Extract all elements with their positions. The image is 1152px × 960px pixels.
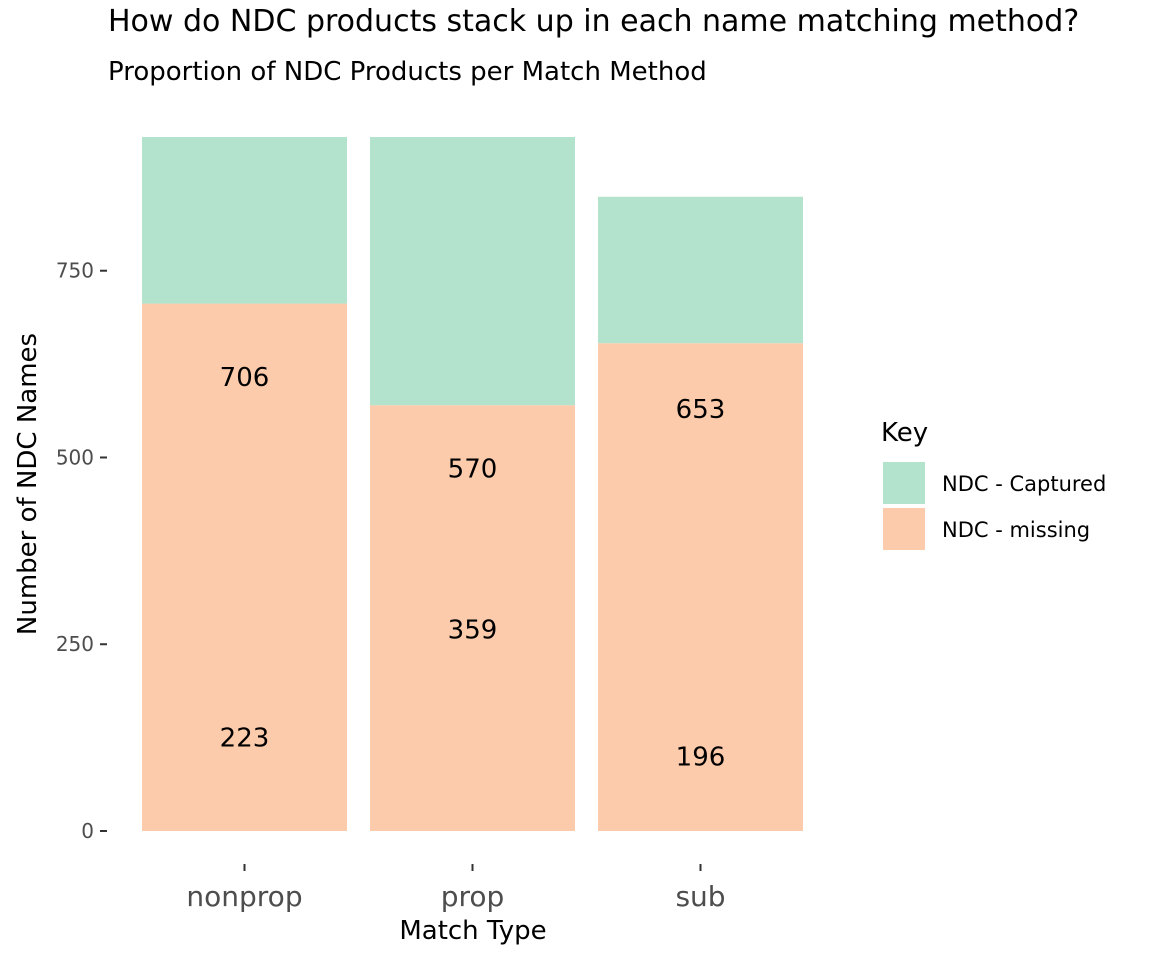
legend-label-missing: NDC - missing [942,518,1090,542]
data-labels-group: 706 223 570 359 653 196 [220,363,726,772]
data-label-prop-570: 570 [448,455,498,485]
y-tick-label: 0 [81,819,94,843]
legend-title: Key [881,418,928,448]
y-axis: 0 250 500 750 [56,259,107,843]
bar-nonprop-captured [142,137,347,304]
bars-group [142,137,803,832]
x-axis-title: Match Type [399,916,546,946]
y-tick-label: 250 [56,632,94,656]
chart-subtitle: Proportion of NDC Products per Match Met… [108,57,707,87]
bar-prop-missing [370,405,575,831]
data-label-nonprop-223: 223 [220,724,270,754]
y-tick-label: 500 [56,445,94,469]
chart-title: How do NDC products stack up in each nam… [108,4,1079,39]
bar-prop-captured [370,137,575,406]
legend: Key NDC - Captured NDC - missing [881,418,1106,550]
data-label-sub-653: 653 [676,395,726,425]
data-label-nonprop-706: 706 [220,363,270,393]
bar-sub-captured [598,196,803,344]
bar-sub-missing [598,343,803,831]
y-axis-title: Number of NDC Names [13,333,43,635]
data-label-prop-359: 359 [448,615,498,645]
x-tick-label-sub: sub [675,880,725,913]
data-label-sub-196: 196 [676,742,726,772]
x-tick-label-nonprop: nonprop [186,880,302,913]
y-tick-label: 750 [56,259,94,283]
legend-swatch-captured [883,462,925,504]
legend-swatch-missing [883,508,925,550]
bar-nonprop-missing [142,303,347,832]
x-tick-label-prop: prop [441,880,505,913]
legend-label-captured: NDC - Captured [942,472,1106,496]
x-axis: nonprop prop sub [186,864,726,913]
